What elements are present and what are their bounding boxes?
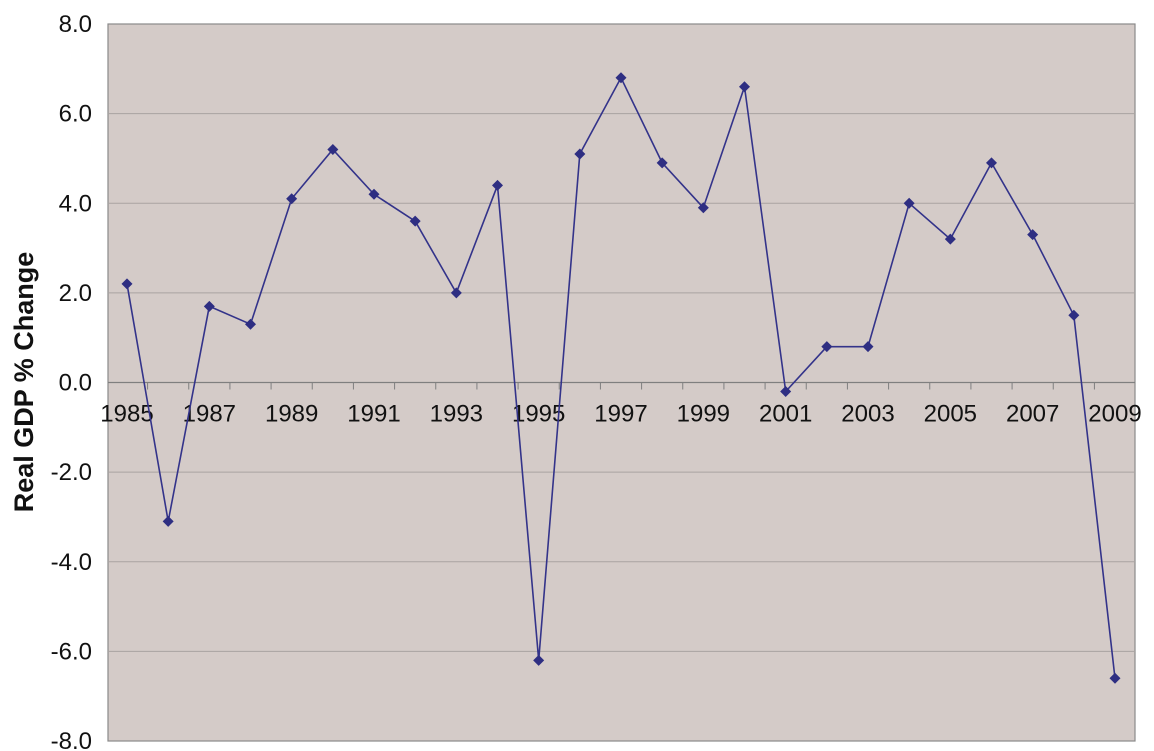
y-tick-label: 2.0 — [59, 280, 92, 307]
y-tick-label: -4.0 — [51, 549, 92, 576]
data-point — [1027, 229, 1039, 241]
x-tick-label: 2005 — [924, 401, 977, 428]
y-tick-label: -6.0 — [51, 638, 92, 665]
x-tick-label: 1985 — [100, 401, 153, 428]
x-axis-tick-marks — [147, 382, 1095, 390]
y-tick-label: 4.0 — [59, 190, 92, 217]
y-tick-label: -8.0 — [51, 728, 92, 751]
x-tick-label: 1999 — [677, 401, 730, 428]
data-point — [162, 515, 174, 527]
data-point — [574, 148, 586, 160]
x-tick-label: 2003 — [841, 401, 894, 428]
y-tick-label: 0.0 — [59, 370, 92, 397]
data-point — [533, 654, 545, 666]
data-point — [203, 300, 215, 312]
y-tick-label: 8.0 — [59, 11, 92, 38]
data-point — [286, 193, 298, 205]
data-point — [862, 341, 874, 353]
data-point — [780, 385, 792, 397]
x-tick-label: 1995 — [512, 401, 565, 428]
data-point — [821, 341, 833, 353]
data-point — [944, 233, 956, 245]
x-tick-label: 1989 — [265, 401, 318, 428]
data-point — [245, 318, 256, 330]
x-tick-label: 2009 — [1088, 401, 1141, 428]
x-tick-label: 2007 — [1006, 401, 1059, 428]
series-markers — [121, 72, 1121, 684]
grid-lines — [108, 113, 1135, 652]
x-tick-label: 1987 — [183, 401, 236, 428]
y-axis-tick-labels: 8.0 6.0 4.0 2.0 0.0 -2.0 -4.0 -6.0 -8.0 — [51, 11, 92, 751]
y-tick-label: 6.0 — [59, 101, 92, 128]
data-point — [739, 81, 750, 93]
data-point — [615, 72, 627, 84]
data-point — [697, 202, 709, 214]
data-point — [450, 287, 462, 299]
x-tick-label: 1993 — [430, 401, 483, 428]
y-tick-label: -2.0 — [51, 459, 92, 486]
x-tick-label: 1997 — [594, 401, 647, 428]
data-point — [327, 143, 339, 155]
data-point — [368, 188, 380, 200]
data-point — [121, 278, 133, 290]
data-point — [492, 179, 503, 191]
x-tick-label: 2001 — [759, 401, 812, 428]
data-point — [656, 157, 668, 169]
data-point — [1109, 672, 1121, 684]
data-point — [903, 197, 915, 209]
x-tick-label: 1991 — [347, 401, 400, 428]
data-point — [986, 157, 997, 169]
x-axis-tick-labels: 1985 1987 1989 1991 1993 1995 1997 1999 2001 2003… — [100, 401, 1141, 428]
data-point — [1068, 309, 1080, 321]
data-point — [409, 215, 421, 227]
y-axis-label: Real GDP % Change — [9, 252, 39, 513]
